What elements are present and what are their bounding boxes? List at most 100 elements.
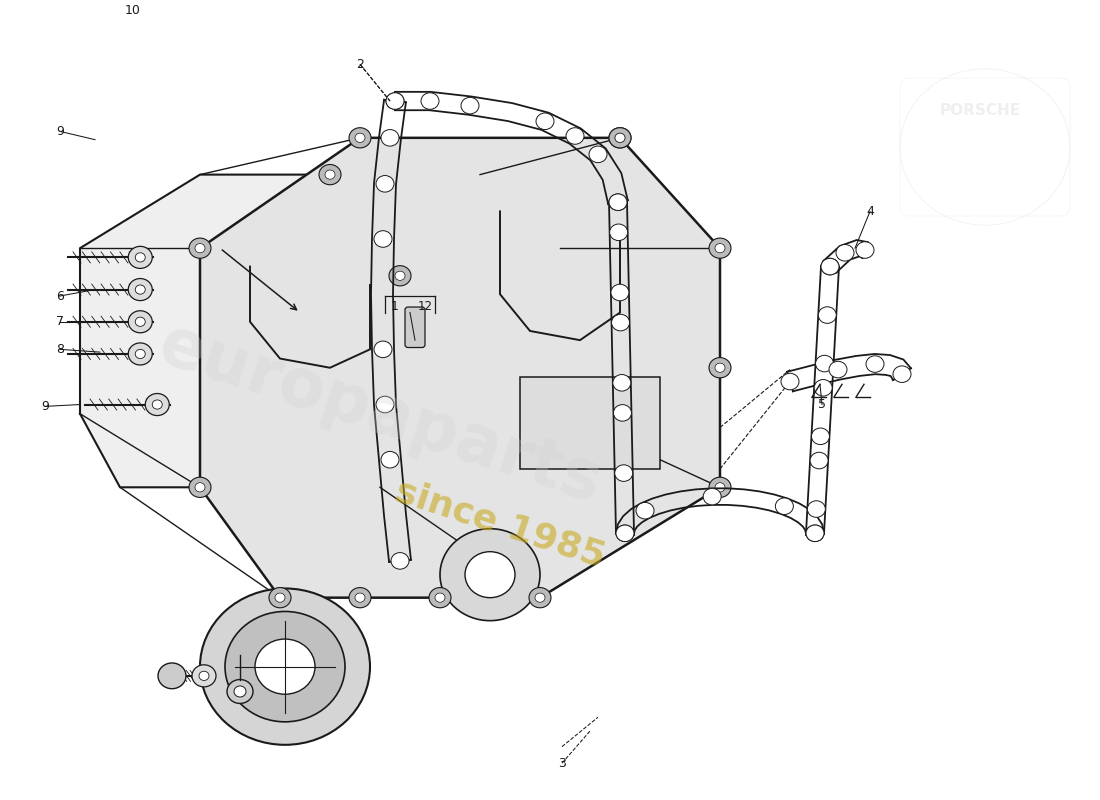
Circle shape [374, 230, 392, 247]
Circle shape [815, 355, 834, 372]
FancyBboxPatch shape [520, 377, 660, 469]
Circle shape [129, 246, 152, 269]
Circle shape [536, 113, 554, 130]
Circle shape [195, 243, 205, 253]
Circle shape [609, 194, 627, 210]
Circle shape [818, 306, 836, 323]
Circle shape [145, 394, 169, 415]
Circle shape [195, 482, 205, 492]
Circle shape [135, 253, 145, 262]
Circle shape [389, 266, 411, 286]
Circle shape [461, 98, 478, 114]
Text: 8: 8 [56, 343, 64, 356]
Circle shape [226, 611, 345, 722]
Circle shape [386, 93, 404, 110]
Circle shape [158, 663, 186, 689]
Circle shape [376, 175, 394, 192]
Circle shape [234, 686, 246, 697]
Circle shape [270, 587, 292, 608]
Circle shape [710, 358, 732, 378]
Circle shape [395, 271, 405, 280]
Circle shape [440, 529, 540, 621]
Circle shape [434, 593, 446, 602]
Circle shape [227, 679, 253, 703]
Circle shape [829, 362, 847, 378]
Circle shape [535, 593, 544, 602]
Circle shape [866, 356, 884, 372]
Text: 5: 5 [818, 398, 826, 411]
Circle shape [806, 525, 824, 542]
Circle shape [135, 285, 145, 294]
Circle shape [381, 451, 399, 468]
Circle shape [614, 405, 631, 421]
Circle shape [255, 639, 315, 694]
Text: 6: 6 [56, 290, 64, 302]
Circle shape [703, 488, 722, 505]
Text: since 1985: since 1985 [390, 474, 609, 574]
Circle shape [821, 258, 839, 275]
Circle shape [615, 134, 625, 142]
Circle shape [588, 146, 607, 162]
Circle shape [636, 502, 654, 519]
Circle shape [129, 310, 152, 333]
Circle shape [429, 587, 451, 608]
Circle shape [566, 128, 584, 144]
Text: 7: 7 [56, 315, 64, 328]
Circle shape [807, 501, 825, 518]
Text: 2: 2 [356, 58, 364, 70]
Circle shape [200, 589, 370, 745]
Text: 3: 3 [558, 757, 565, 770]
Circle shape [893, 366, 911, 382]
Text: 9: 9 [56, 125, 64, 138]
Text: 10: 10 [125, 5, 141, 18]
Polygon shape [200, 138, 720, 598]
Circle shape [609, 194, 627, 210]
Circle shape [319, 165, 341, 185]
Circle shape [349, 128, 371, 148]
Text: europaparts: europaparts [151, 311, 609, 516]
Circle shape [812, 428, 829, 445]
Circle shape [355, 134, 365, 142]
Circle shape [529, 587, 551, 608]
Text: 9: 9 [41, 400, 48, 413]
Circle shape [381, 130, 399, 146]
Circle shape [612, 314, 629, 331]
Circle shape [135, 350, 145, 358]
Text: 12: 12 [418, 300, 432, 313]
Circle shape [610, 284, 629, 301]
FancyBboxPatch shape [405, 307, 425, 347]
Circle shape [616, 525, 634, 542]
Circle shape [129, 343, 152, 365]
Circle shape [421, 93, 439, 110]
Circle shape [715, 363, 725, 372]
Circle shape [609, 224, 628, 241]
Circle shape [616, 525, 634, 542]
Circle shape [615, 134, 625, 142]
Circle shape [781, 374, 799, 390]
Circle shape [152, 400, 163, 409]
Circle shape [856, 242, 875, 258]
Circle shape [275, 593, 285, 602]
Circle shape [609, 128, 631, 148]
Text: 11: 11 [202, 0, 218, 2]
Circle shape [609, 128, 631, 148]
Circle shape [806, 525, 824, 542]
Circle shape [390, 553, 409, 569]
Circle shape [135, 317, 145, 326]
Circle shape [376, 396, 394, 413]
Circle shape [814, 379, 833, 396]
Circle shape [715, 482, 725, 492]
Circle shape [199, 671, 209, 681]
Text: 4: 4 [866, 205, 873, 218]
Circle shape [324, 170, 336, 179]
Circle shape [189, 238, 211, 258]
Circle shape [129, 278, 152, 301]
Circle shape [386, 93, 404, 110]
Circle shape [821, 258, 839, 275]
Circle shape [710, 477, 732, 498]
Circle shape [836, 245, 854, 261]
Circle shape [613, 374, 630, 391]
Polygon shape [80, 174, 560, 487]
Circle shape [715, 243, 725, 253]
Text: 1: 1 [392, 300, 399, 313]
